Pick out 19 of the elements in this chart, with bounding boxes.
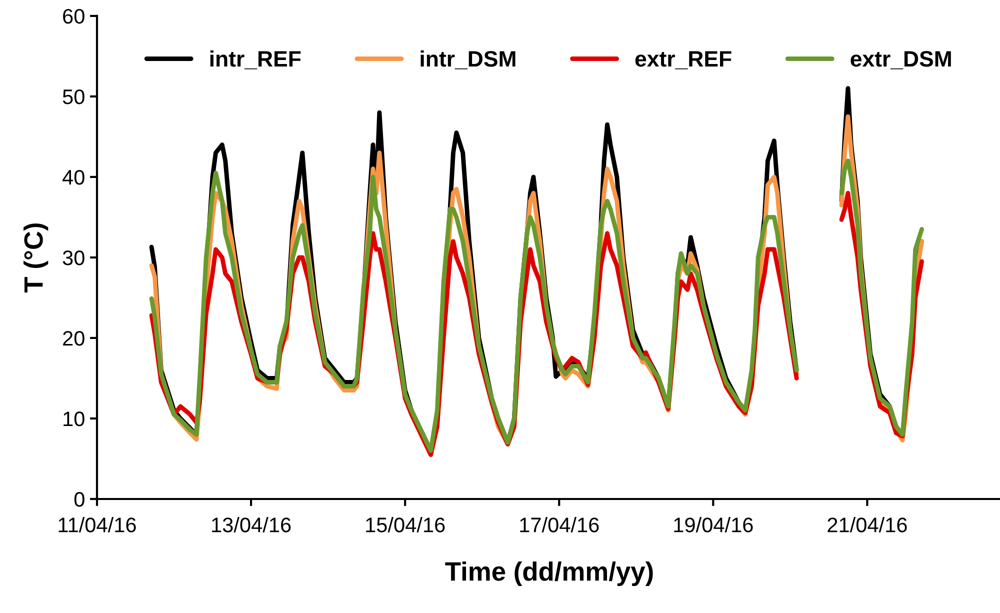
x-tick-label: 15/04/16 bbox=[366, 517, 445, 532]
y-tick-label: 10 bbox=[64, 411, 84, 426]
legend-label: intr_DSM bbox=[420, 50, 516, 70]
x-tick-label: 13/04/16 bbox=[212, 517, 291, 532]
y-tick-label: 0 bbox=[74, 492, 84, 507]
y-tick-label: 30 bbox=[62, 250, 84, 266]
x-tick-label: 17/04/16 bbox=[520, 517, 599, 532]
x-tick-label: 21/04/16 bbox=[828, 517, 907, 532]
y-tick-label: 50 bbox=[62, 89, 84, 104]
legend-label: extr_REF bbox=[635, 51, 732, 70]
legend-label: intr_REF bbox=[210, 50, 301, 70]
y-tick-label: 60 bbox=[63, 8, 84, 24]
x-tick-label: 11/04/16 bbox=[58, 517, 136, 532]
y-tick-label: 40 bbox=[62, 170, 84, 185]
y-tick-label: 20 bbox=[63, 330, 84, 346]
y-axis-title: T (°C) bbox=[24, 223, 48, 292]
x-tick-label: 19/04/16 bbox=[674, 517, 753, 532]
x-axis-title: Time (dd/mm/yy) bbox=[445, 561, 653, 586]
legend-label: extr_DSM bbox=[850, 51, 951, 70]
